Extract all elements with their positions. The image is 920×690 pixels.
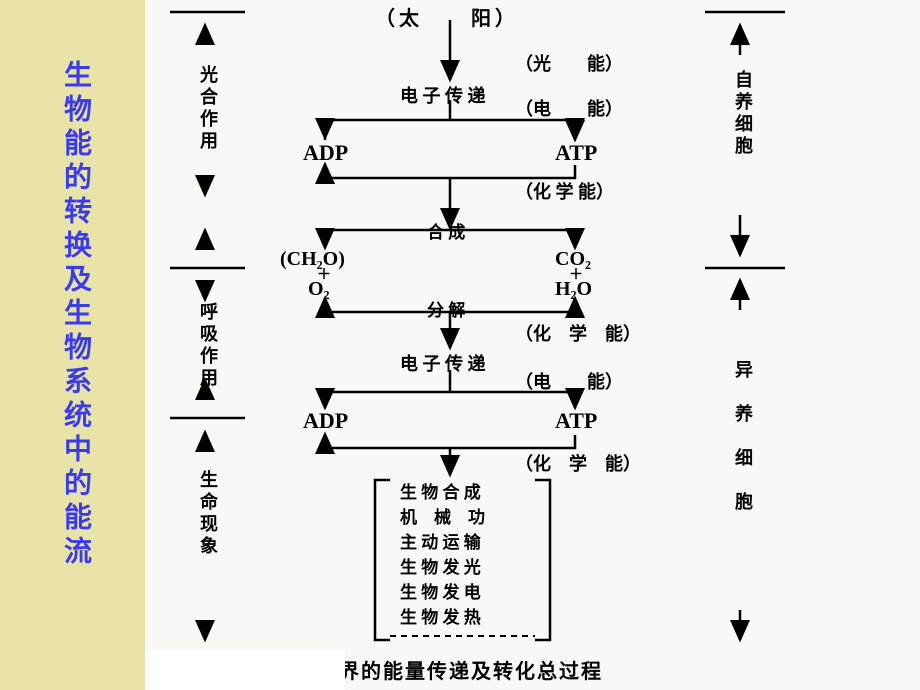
use-2: 主 动 运 输 [400, 528, 481, 553]
label-respiration: 呼吸作用 [195, 302, 221, 390]
label-atp-1: ATP [555, 140, 597, 166]
label-sun: （太 阳） [375, 2, 519, 31]
use-4: 生 物 发 电 [400, 578, 481, 603]
label-elec-energy-2: （电 能） [515, 368, 623, 394]
label-electron-transfer-2: 电 子 传 递 [400, 350, 486, 376]
label-o2: O₂ [308, 278, 330, 301]
white-box-bottom [145, 650, 345, 690]
label-adp-1: ADP [303, 140, 348, 166]
diagram: （太 阳） （光 能） （电 能） （化 学 能） （化 学 能） （电 能） … [145, 0, 920, 690]
use-5: 生 物 发 热 [400, 603, 481, 628]
label-h2o: H₂O [555, 278, 592, 301]
label-chem-energy-1: （化 学 能） [515, 178, 614, 204]
label-adp-2: ADP [303, 408, 348, 434]
label-synthesis: 合 成 [427, 218, 465, 243]
label-decomposition: 分 解 [427, 296, 465, 321]
label-ch2o: (CH₂O) [280, 248, 345, 271]
label-light-energy: （光 能） [515, 50, 623, 76]
label-chem-energy-2: （化 学 能） [515, 320, 641, 346]
label-electron-transfer-1: 电 子 传 递 [400, 82, 486, 108]
label-life-phenomena: 生命现象 [195, 470, 221, 558]
label-autotroph: 自养细胞 [730, 70, 756, 158]
use-3: 生 物 发 光 [400, 553, 481, 578]
label-elec-energy-1: （电 能） [515, 95, 623, 121]
use-0: 生 物 合 成 [400, 478, 481, 503]
label-photosynthesis: 光合作用 [195, 65, 221, 153]
slide-title-vertical: 生物能的转换及生物系统中的能流 [55, 60, 95, 570]
label-chem-energy-3: （化 学 能） [515, 450, 641, 476]
use-1: 机 械 功 [400, 503, 485, 528]
label-atp-2: ATP [555, 408, 597, 434]
label-heterotroph: 异养细胞 [730, 360, 756, 536]
